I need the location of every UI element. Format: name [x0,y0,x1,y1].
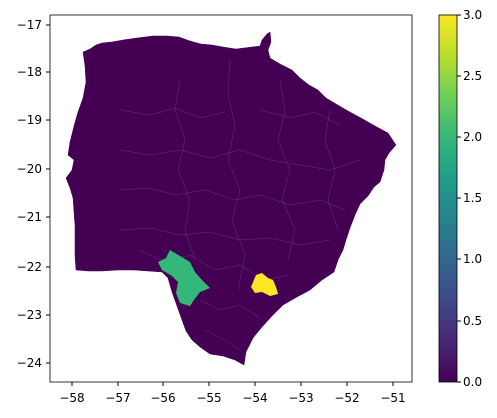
svg-text:−55: −55 [196,391,221,405]
x-tick: −55 [196,382,222,405]
x-tick: −58 [59,382,85,405]
svg-text:1.5: 1.5 [463,191,482,205]
x-tick: −54 [242,382,268,405]
colorbar-tick: 2.0 [457,130,482,144]
svg-text:−58: −58 [59,391,84,405]
x-tick: −56 [150,382,176,405]
y-tick: −18 [17,65,50,79]
svg-text:−52: −52 [334,391,359,405]
svg-text:3.0: 3.0 [463,8,482,22]
x-tick: −52 [334,382,360,405]
y-tick: −19 [17,113,50,127]
svg-text:−24: −24 [17,356,42,370]
svg-text:−53: −53 [288,391,313,405]
svg-text:1.0: 1.0 [463,252,482,266]
svg-text:0.5: 0.5 [463,314,482,328]
svg-text:−17: −17 [17,18,42,32]
x-tick: −53 [288,382,314,405]
colorbar-tick: 0.0 [457,375,482,389]
colorbar-tick: 3.0 [457,8,482,22]
svg-text:−18: −18 [17,65,42,79]
region-value-3 [251,273,278,296]
svg-text:−20: −20 [17,162,42,176]
y-tick: −23 [17,308,50,322]
svg-text:−56: −56 [150,391,175,405]
y-tick: −22 [17,260,50,274]
svg-text:−23: −23 [17,308,42,322]
y-tick: −24 [17,356,50,370]
y-axis: −17 −18 −19 −20 −21 −22 −23 −24 [17,18,50,370]
x-axis: −58 −57 −56 −55 −54 −53 −52 −51 [59,382,406,405]
colorbar-tick: 1.0 [457,252,482,266]
svg-text:−19: −19 [17,113,42,127]
svg-text:2.5: 2.5 [463,69,482,83]
svg-text:2.0: 2.0 [463,130,482,144]
y-tick: −21 [17,210,50,224]
svg-text:−57: −57 [105,391,130,405]
y-tick: −17 [17,18,50,32]
colorbar-tick: 0.5 [457,314,482,328]
y-tick: −20 [17,162,50,176]
x-tick: −51 [380,382,406,405]
svg-text:−54: −54 [242,391,267,405]
colorbar [438,14,458,383]
x-tick: −57 [105,382,131,405]
colorbar-tick: 1.5 [457,191,482,205]
svg-text:−21: −21 [17,210,42,224]
region-value-2 [158,250,210,306]
svg-text:−51: −51 [380,391,405,405]
svg-text:0.0: 0.0 [463,375,482,389]
colorbar-ticks: 0.0 0.5 1.0 1.5 2.0 2.5 3.0 [457,8,482,389]
svg-text:−22: −22 [17,260,42,274]
colorbar-tick: 2.5 [457,69,482,83]
